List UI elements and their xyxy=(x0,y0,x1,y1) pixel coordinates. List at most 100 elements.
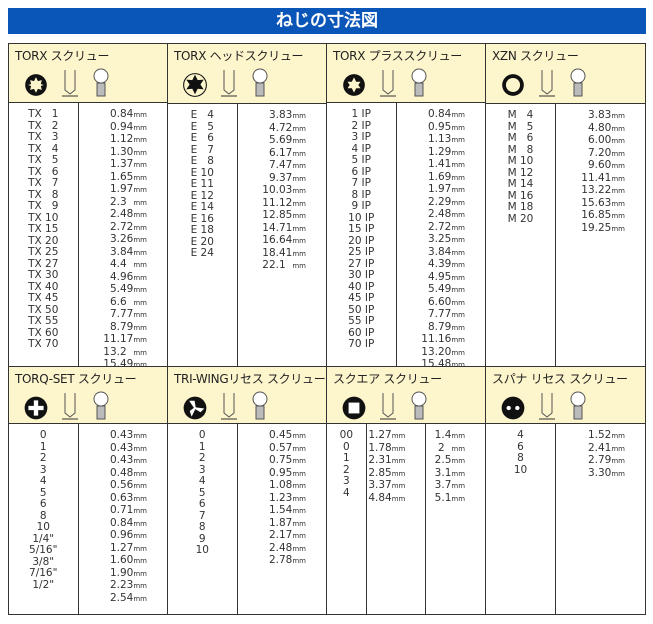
torx-head-icon xyxy=(183,73,207,97)
unit-label: mm xyxy=(292,557,306,565)
dimension-cell: 15.48mm xyxy=(421,358,465,370)
size-cell: 6 xyxy=(198,498,206,510)
panel-header: スパナ リセス スクリュー xyxy=(486,367,645,424)
size-column: 00 0 1 2 3 4 xyxy=(327,424,367,614)
unit-label: mm xyxy=(611,187,625,195)
dimension-cell: 3.83mm xyxy=(587,109,625,121)
size-cell: 20 IP xyxy=(348,234,375,247)
unit-label: mm xyxy=(451,286,465,294)
torq-set-icon xyxy=(24,396,48,420)
unit-label: mm xyxy=(611,112,625,120)
dimension-cell: 2.23mm xyxy=(109,579,147,591)
size-column: 4 6 8 10 xyxy=(486,424,556,614)
unit-label: mm xyxy=(451,273,465,282)
unit-label: mm xyxy=(133,198,147,207)
size-cell: 2 xyxy=(39,452,47,464)
dimension-cell: 1.13mm xyxy=(427,133,465,145)
dimension-cell: 1.69mm xyxy=(427,170,465,183)
xzn-icon xyxy=(502,74,524,96)
dimension-cell: 1.78mm xyxy=(368,441,406,454)
dimension-column: 3.83mm 4.80mm 6.00mm 7.20mm 9.60mm 11.41mm 13.… xyxy=(556,104,645,366)
unit-label: mm xyxy=(133,582,147,590)
size-cell: 1/2" xyxy=(32,578,55,591)
size-cell: M 18 xyxy=(507,201,534,213)
dimension-cell: 7.47mm xyxy=(268,159,306,171)
dimension-cell: 1.52mm xyxy=(587,429,625,441)
unit-label: mm xyxy=(292,532,306,540)
size-cell: 2 xyxy=(198,452,206,464)
dimension-cell: 15.63mm xyxy=(581,196,625,209)
screw-head-icon xyxy=(409,391,429,425)
dimension-cell: 0.63mm xyxy=(109,491,147,504)
unit-label: mm xyxy=(292,494,306,503)
unit-label: mm xyxy=(133,311,147,319)
size-cell: 2 IP xyxy=(351,119,371,132)
size-cell: M 10 xyxy=(507,155,534,167)
panel-spanner: スパナ リセス スクリュー 4 6 8 10 1.52mm 2.41mm 2.79mm 3.3… xyxy=(486,367,645,614)
unit-label: mm xyxy=(292,519,306,528)
dimension-cell: 2.78mm xyxy=(268,554,306,566)
unit-label: mm xyxy=(451,432,466,440)
size-cell: 7/16" xyxy=(29,567,58,579)
size-column: 0 1 2 3 4 5 6 8 10 1/4" 5/16" 3/8" 7/16" 1/2" xyxy=(9,424,79,614)
dimension-cell: 12.85mm xyxy=(262,209,306,221)
size-cell: E 11 xyxy=(190,178,214,190)
spanner-icon xyxy=(501,396,525,420)
size-cell: 9 IP xyxy=(351,200,371,212)
unit-label: mm xyxy=(292,124,306,133)
size-cell: TX 45 xyxy=(28,292,59,304)
tri-wing-icon xyxy=(183,396,207,420)
size-cell: 10 IP xyxy=(348,211,375,224)
unit-label: mm xyxy=(451,111,465,119)
size-cell: 60 IP xyxy=(348,326,375,339)
size-cell: 6 xyxy=(39,498,47,510)
unit-label: mm xyxy=(292,544,306,553)
size-cell: 70 IP xyxy=(348,338,375,350)
dimension-cell: 7.20mm xyxy=(587,146,625,159)
size-cell: 27 IP xyxy=(348,257,375,270)
size-cell: E 16 xyxy=(190,212,214,225)
bit-diagram-icon xyxy=(220,68,238,102)
size-cell: M 6 xyxy=(507,132,534,144)
size-cell: 8 xyxy=(39,509,47,522)
unit-label: mm xyxy=(451,444,466,453)
dimension-cell: 6.00mm xyxy=(587,134,625,146)
dimension-column: 1.27mm 1.78mm 2.31mm 2.85mm 3.37mm 4.84mm xyxy=(367,424,427,614)
dimension-column: 0.84mm 0.95mm 1.13mm 1.29mm 1.41mm 1.69mm 1.97… xyxy=(397,103,486,372)
dimension-cell: 2.31mm xyxy=(368,454,406,466)
dimension-cell: 0.43mm xyxy=(109,454,147,466)
unit-label: mm xyxy=(292,249,306,258)
size-cell: 4 xyxy=(39,475,47,487)
size-cell: 4 IP xyxy=(351,142,371,155)
panel-title: TORQ-SET スクリュー xyxy=(15,372,137,386)
size-cell: 8 xyxy=(198,521,206,533)
size-cell: TX 50 xyxy=(28,303,59,316)
dimension-cell: 2.3 mm xyxy=(109,195,147,208)
dimension-cell: 1.97mm xyxy=(427,183,465,195)
dimension-cell: 0.95mm xyxy=(268,466,306,479)
size-cell: M 16 xyxy=(507,189,534,202)
dimension-cell: 10.03mm xyxy=(262,184,306,196)
dimension-column: 0.84mm 0.94mm 1.12mm 1.30mm 1.37mm 1.65mm 1.97… xyxy=(79,103,168,372)
unit-label: mm xyxy=(133,286,147,294)
dimension-cell: 8.79mm xyxy=(427,320,465,333)
size-cell: TX 40 xyxy=(28,280,59,293)
panel-title: TORX ヘッドスクリュー xyxy=(174,49,304,63)
dimension-cell: 2.72mm xyxy=(427,220,465,233)
dimension-cell: 0.43mm xyxy=(109,441,147,454)
unit-label: mm xyxy=(133,211,147,219)
size-cell: TX 5 xyxy=(28,154,59,166)
dimension-cell: 9.60mm xyxy=(587,159,625,171)
dimension-cell: 5.49mm xyxy=(427,283,465,295)
dimension-cell: 3.25mm xyxy=(427,233,465,245)
size-cell: E 8 xyxy=(190,155,214,167)
unit-label: mm xyxy=(451,198,465,207)
unit-label: mm xyxy=(391,432,406,440)
unit-label: mm xyxy=(451,148,465,157)
unit-label: mm xyxy=(292,482,306,490)
unit-label: mm xyxy=(451,361,465,369)
dimension-cell: 0.84mm xyxy=(109,516,147,529)
dimension-column: 0.45mm 0.57mm 0.75mm 0.95mm 1.08mm 1.23mm 1.54… xyxy=(238,424,327,614)
